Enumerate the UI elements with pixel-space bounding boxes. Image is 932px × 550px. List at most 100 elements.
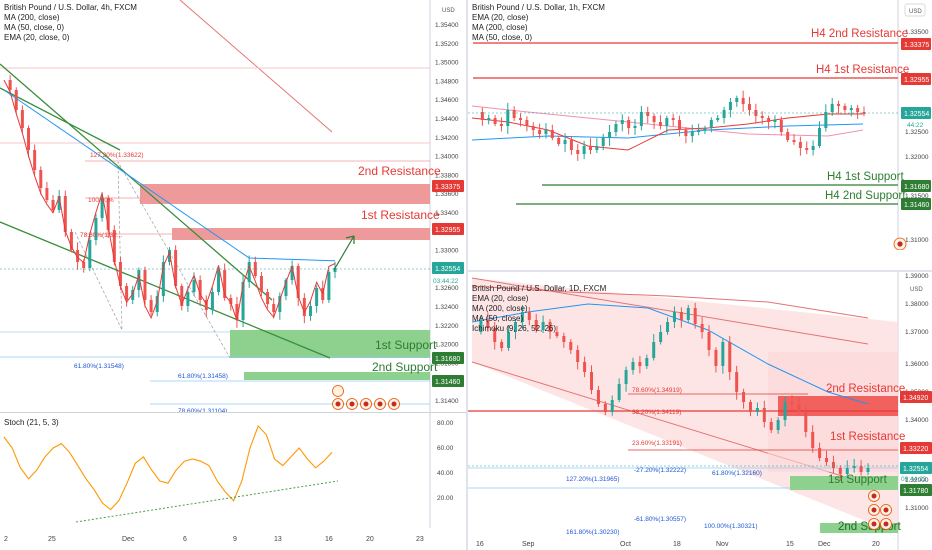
stoch-svg[interactable]: 80.00 60.00 40.00 20.00 <box>0 413 466 528</box>
h1-current-price-text: 1.32554 <box>904 111 929 118</box>
h4-candle <box>290 266 294 280</box>
h4-2nd-resistance-zone <box>140 184 430 204</box>
d1-unit-label: USD <box>910 287 923 293</box>
h4-trendline-left <box>0 87 121 151</box>
h1-candle <box>550 130 554 138</box>
h1-candle <box>652 116 656 122</box>
stoch-title: Stoch (21, 5, 3) <box>4 418 59 427</box>
event-flag-icon <box>391 401 397 407</box>
h1-price-tick: 1.33500 <box>905 29 929 36</box>
d1-candle <box>831 462 835 468</box>
h4-price-tick: 1.35000 <box>435 60 459 67</box>
d1-candle <box>486 320 490 328</box>
d1-candle <box>624 370 628 384</box>
h4-candle <box>266 292 270 304</box>
d1-date-tick: Nov <box>716 541 729 548</box>
h4-ma50-line <box>3 89 336 262</box>
h4-candle <box>39 170 43 188</box>
d1-candle <box>748 402 752 412</box>
h4-candle <box>88 240 92 268</box>
h4-candle <box>131 290 135 300</box>
d1-chart-svg[interactable]: USD1.390001.380001.370001.360001.350001.… <box>468 272 932 550</box>
d1-level-label: 1st Resistance <box>830 431 905 443</box>
h1-chart-panel[interactable]: British Pound / U.S. Dollar, 1h, FXCM EM… <box>468 0 932 250</box>
event-flag-icon <box>871 521 877 527</box>
h1-level-price-tag <box>901 38 931 50</box>
h4-indicator-1: MA (200, close) <box>4 13 60 22</box>
stoch-legend: Stoch (21, 5, 3) <box>4 418 59 428</box>
h1-candle <box>856 108 860 112</box>
d1-candle <box>590 372 594 390</box>
h4-price-tick: 1.32000 <box>435 342 459 349</box>
h1-chart-svg[interactable]: USD1.335001.330001.325001.320001.315001.… <box>468 0 932 250</box>
h4-level-price-tag <box>432 375 464 387</box>
h4-chart-panel[interactable]: British Pound / U.S. Dollar, 4h, FXCM MA… <box>0 0 466 413</box>
stoch-panel[interactable]: Stoch (21, 5, 3) 80.00 60.00 40.00 20.00 <box>0 413 466 528</box>
event-flag-icon <box>332 385 344 397</box>
h4-candle <box>100 198 104 218</box>
h1-title: British Pound / U.S. Dollar, 1h, FXCM <box>472 3 605 12</box>
d1-candle <box>714 350 718 366</box>
event-flag-icon <box>883 521 889 527</box>
d1-candle <box>631 362 635 370</box>
h1-candle <box>690 132 694 136</box>
d1-candle <box>825 458 829 462</box>
h1-candle <box>824 112 828 128</box>
h1-candle <box>811 146 815 150</box>
h1-candle <box>709 120 713 128</box>
h1-candle <box>627 120 631 128</box>
h4-date-tick: 9 <box>233 536 237 543</box>
d1-candle <box>652 342 656 358</box>
d1-candle <box>845 468 849 474</box>
d1-legend: British Pound / U.S. Dollar, 1D, FXCM EM… <box>472 284 606 334</box>
h4-date-tick: Dec <box>122 536 135 543</box>
h4-chart-svg[interactable]: USD 1.35400 1.35200 1.35000 1.34800 1.34600 1.… <box>0 0 466 413</box>
d1-level-price-text: 1.34920 <box>903 395 928 402</box>
h4-candle <box>8 80 12 90</box>
d1-fib-label: 127.20%(1.31965) <box>566 476 620 483</box>
d1-candle <box>679 312 683 320</box>
h4-date-tick: 16 <box>325 536 333 543</box>
h4-price-tick: 1.34600 <box>435 97 459 104</box>
h4-price-tick: 1.33800 <box>435 172 459 179</box>
d1-indicator-3: MA (50, close) <box>472 314 524 323</box>
d1-candle <box>645 358 649 366</box>
h4-candle <box>284 280 288 296</box>
d1-level-price-tag <box>900 484 932 496</box>
d1-candle <box>811 432 815 448</box>
d1-price-tick: 1.38000 <box>905 301 929 308</box>
h1-candle <box>633 126 637 128</box>
d1-candle <box>513 322 517 332</box>
h1-candle <box>798 142 802 148</box>
d1-date-tick: Sep <box>522 541 535 548</box>
h4-candle <box>278 296 282 312</box>
d1-candle <box>742 392 746 402</box>
h1-candle <box>569 140 573 150</box>
stoch-tick: 20.00 <box>437 495 454 502</box>
d1-date-tick: 15 <box>786 541 794 548</box>
h1-level-price-tag <box>901 198 931 210</box>
h1-candle <box>722 110 726 118</box>
h4-price-tick: 1.32400 <box>435 304 459 311</box>
d1-chart-panel[interactable]: British Pound / U.S. Dollar, 1D, FXCM EM… <box>468 272 932 550</box>
h1-countdown: 44:22 <box>907 122 924 129</box>
h1-level-label: H4 1st Resistance <box>816 64 909 76</box>
d1-price-tick: 1.34000 <box>905 417 929 424</box>
d1-fib-label: -61.80%(1.30557) <box>634 516 686 523</box>
h1-candle <box>563 140 567 144</box>
d1-candle <box>797 404 801 412</box>
d1-date-tick: 16 <box>476 541 484 548</box>
d1-candle <box>659 332 663 342</box>
h4-candle <box>302 298 306 316</box>
d1-countdown: 09:44:22 <box>901 476 927 483</box>
d1-fib-label: 23.60%(1.33191) <box>632 440 682 447</box>
h4-candle <box>155 296 159 312</box>
h4-price-tick: 1.33400 <box>435 210 459 217</box>
d1-candle <box>493 328 497 342</box>
h1-candle <box>480 112 484 120</box>
h1-level-price-text: 1.33375 <box>904 42 929 49</box>
d1-candle <box>548 322 552 332</box>
h4-fib-label: 127.20%(1.33622) <box>90 152 144 159</box>
h4-ema20-line <box>3 79 336 321</box>
d1-candle <box>818 448 822 458</box>
